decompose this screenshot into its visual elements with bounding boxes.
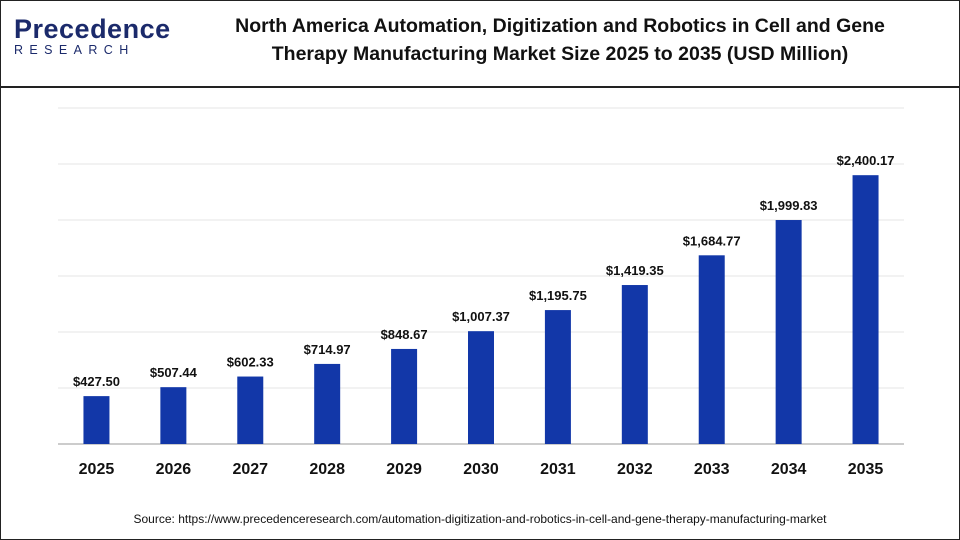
bar <box>237 376 264 444</box>
x-tick-label: 2034 <box>771 461 807 478</box>
bar <box>852 175 879 444</box>
x-tick-label: 2029 <box>386 461 422 478</box>
value-label: $602.33 <box>227 355 274 370</box>
logo-sub: RESEARCH <box>14 43 135 57</box>
value-label: $1,195.75 <box>529 288 587 303</box>
value-label: $507.44 <box>150 365 198 380</box>
value-label: $714.97 <box>304 342 351 357</box>
x-tick-label: 2028 <box>309 461 345 478</box>
x-tick-label: 2031 <box>540 461 576 478</box>
chart-title: North America Automation, Digitization a… <box>235 15 885 65</box>
value-label: $1,684.77 <box>683 233 741 248</box>
header-rule <box>0 86 960 88</box>
bar <box>698 255 725 444</box>
source: Source: https://www.precedenceresearch.c… <box>133 512 827 526</box>
logo: Precedence RESEARCH <box>14 14 174 57</box>
x-tick-label: 2026 <box>156 461 192 478</box>
bar <box>544 310 571 444</box>
bar <box>391 348 418 444</box>
bar <box>83 396 110 444</box>
x-tick-label: 2025 <box>79 461 115 478</box>
bar <box>314 363 341 444</box>
x-tick-label: 2032 <box>617 461 653 478</box>
x-tick-label: 2027 <box>232 461 268 478</box>
x-tick-label: 2030 <box>463 461 499 478</box>
x-tick-label: 2033 <box>694 461 730 478</box>
bar <box>775 220 802 444</box>
bar <box>160 387 187 444</box>
value-label: $2,400.17 <box>837 153 895 168</box>
value-label: $848.67 <box>381 327 428 342</box>
bar <box>468 331 494 444</box>
value-label: $1,007.37 <box>452 309 510 324</box>
value-label: $427.50 <box>73 374 120 389</box>
logo-name: Precedence <box>14 14 171 44</box>
bar <box>621 285 648 444</box>
value-label: $1,999.83 <box>760 198 818 213</box>
value-label: $1,419.35 <box>606 263 664 278</box>
x-tick-label: 2035 <box>848 461 884 478</box>
